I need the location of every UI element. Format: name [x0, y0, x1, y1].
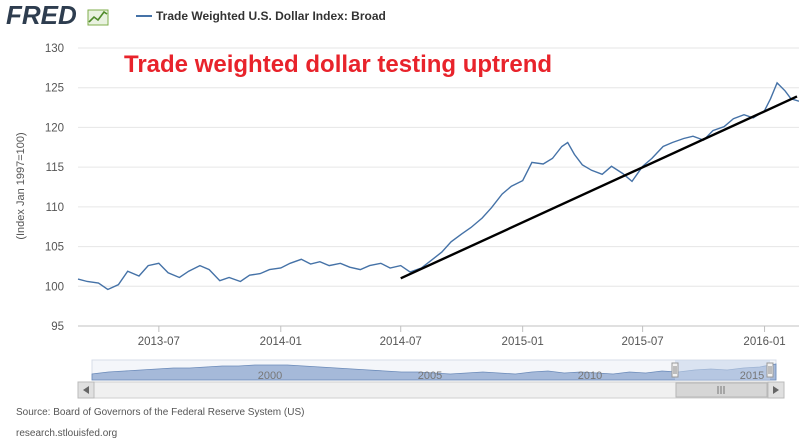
source-note: Source: Board of Governors of the Federa… — [16, 407, 305, 418]
navigator-right-handle[interactable] — [766, 362, 774, 378]
y-tick-label: 125 — [45, 83, 64, 95]
navigator-label: 2015 — [740, 370, 764, 382]
chart-line-icon — [87, 9, 109, 26]
grid-lines — [78, 47, 799, 327]
navigator-selection[interactable] — [675, 360, 770, 380]
x-axis-ticks: 2013-07 2014-01 2014-07 2015-01 2015-07 2016-… — [138, 326, 786, 348]
x-tick-label: 2015-07 — [621, 336, 663, 348]
y-tick-label: 130 — [45, 43, 64, 55]
chart-annotation: Trade weighted dollar testing uptrend — [124, 51, 552, 78]
navigator-label: 2000 — [258, 370, 282, 382]
y-tick-label: 110 — [46, 202, 64, 214]
grip-icon — [717, 386, 725, 394]
y-tick-label: 115 — [46, 162, 64, 174]
x-tick-label: 2014-07 — [380, 336, 422, 348]
trendline — [400, 95, 798, 280]
navigator-label: 2010 — [578, 370, 602, 382]
series-line — [77, 81, 799, 291]
navigator-scrollbar[interactable] — [77, 381, 785, 399]
y-tick-label: 120 — [45, 122, 64, 134]
y-axis-label: (Index Jan 1997=100) — [15, 132, 27, 239]
x-tick-label: 2013-07 — [138, 336, 180, 348]
range-navigator[interactable]: 2000 2005 2010 2015 — [91, 359, 777, 382]
legend-label: Trade Weighted U.S. Dollar Index: Broad — [156, 9, 386, 23]
y-tick-label: 105 — [45, 242, 64, 254]
source-link[interactable]: research.stlouisfed.org — [16, 428, 118, 439]
x-tick-label: 2014-01 — [260, 336, 302, 348]
chevron-right-icon — [773, 386, 779, 394]
navigator-left-handle[interactable] — [671, 362, 679, 378]
y-axis-ticks: 95 100 105 110 115 120 125 130 — [45, 43, 64, 333]
y-tick-label: 100 — [45, 281, 64, 293]
y-tick-label: 95 — [51, 321, 64, 333]
x-tick-label: 2015-01 — [502, 336, 544, 348]
fred-logo[interactable]: FRED — [6, 0, 77, 30]
x-tick-label: 2016-01 — [743, 336, 785, 348]
chevron-left-icon — [83, 386, 89, 394]
navigator-label: 2005 — [418, 370, 442, 382]
